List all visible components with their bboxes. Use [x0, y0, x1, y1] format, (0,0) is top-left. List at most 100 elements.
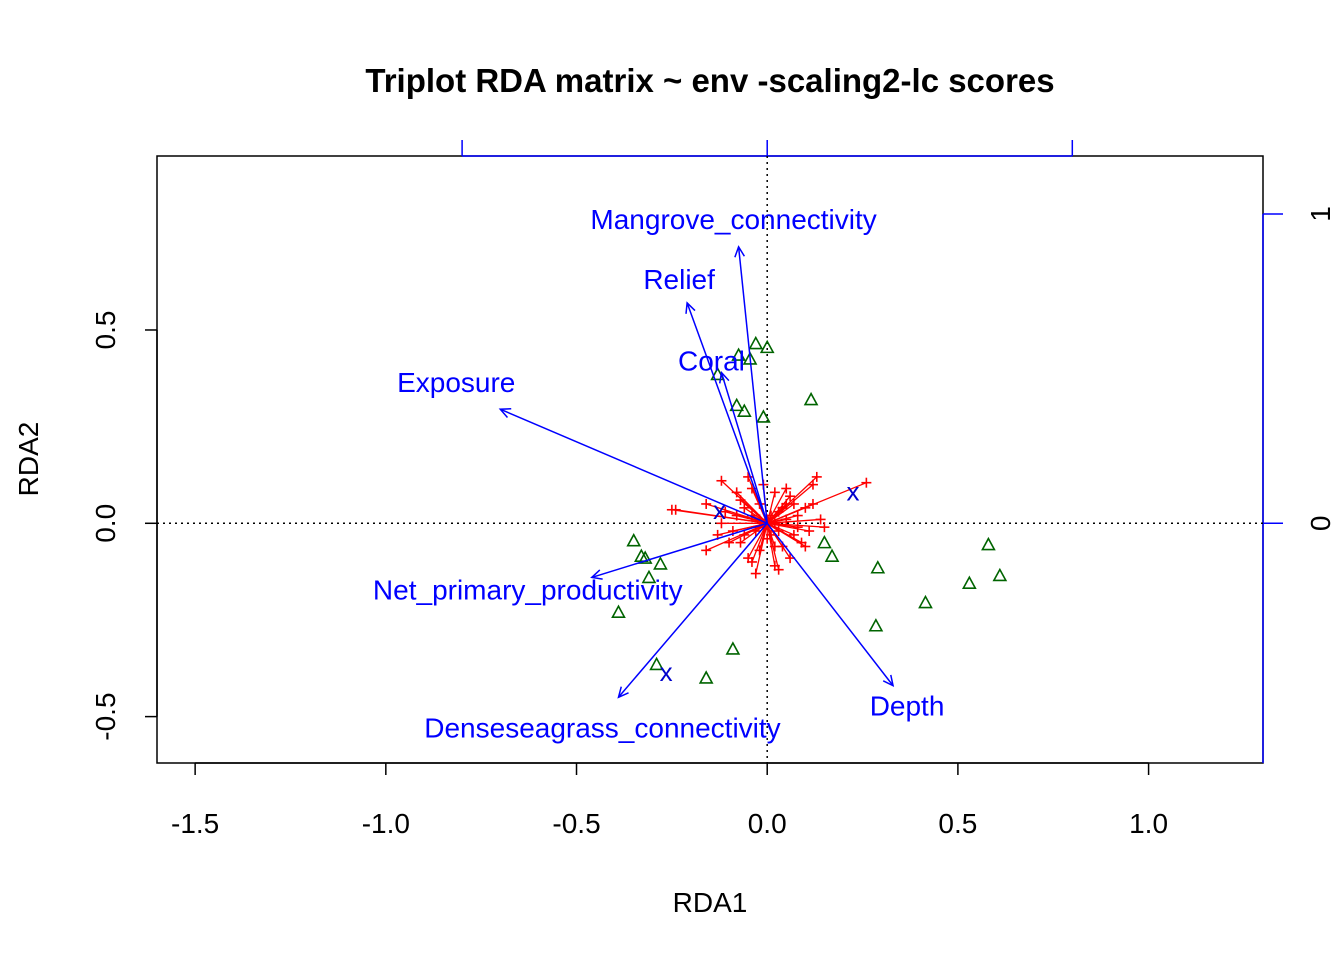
- site-point: [868, 618, 884, 632]
- species-point: [767, 522, 830, 533]
- site-point: [992, 567, 1008, 582]
- species-point: [724, 522, 768, 548]
- species-vector: [766, 488, 787, 524]
- x-tick-label: -1.5: [171, 808, 219, 839]
- centroid-marker: x: [660, 657, 673, 687]
- species-vector: [671, 509, 768, 524]
- species-point: [746, 523, 768, 567]
- env-arrow-exposure: Exposure: [397, 367, 768, 524]
- y-tick-label: 0.0: [90, 504, 121, 543]
- env-arrow-head: [498, 407, 512, 419]
- env-arrow-head: [685, 301, 696, 314]
- env-arrow-coral: Coral: [678, 346, 768, 524]
- factor-centroids: x x x: [660, 477, 860, 688]
- env-arrow-shaft: [499, 408, 768, 524]
- x-axis-label: RDA1: [673, 887, 748, 918]
- species-vector: [766, 492, 776, 524]
- x-tick-label: -0.5: [552, 808, 600, 839]
- species-vector: [728, 522, 768, 544]
- y-tick-label: 0.5: [90, 311, 121, 350]
- species-vector: [766, 522, 795, 536]
- species-vector: [766, 523, 776, 547]
- site-point: [961, 575, 977, 590]
- site-point: [698, 670, 714, 684]
- species-vector: [740, 499, 768, 524]
- site-point: [634, 548, 649, 562]
- right-tick-label: 1: [1305, 206, 1336, 222]
- species-point: [666, 504, 768, 524]
- right-tick-label: 0: [1305, 516, 1336, 532]
- env-arrow-head: [882, 674, 895, 688]
- axes: -1.5 -1.0 -0.5 0.0 0.5 1.0 -0.5 0.0 0.5 0 1: [90, 140, 1336, 839]
- env-arrow-label: Relief: [643, 264, 715, 295]
- species-point: [731, 510, 768, 524]
- species-point: [766, 498, 818, 524]
- env-arrow-label: Coral: [678, 346, 745, 377]
- species-point: [735, 495, 768, 524]
- reference-lines: [157, 156, 1263, 763]
- env-arrow-mangrove-connectivity: Mangrove_connectivity: [590, 204, 877, 524]
- site-point: [649, 656, 664, 671]
- site-point: [641, 569, 657, 584]
- species-point: [766, 523, 780, 552]
- env-arrow-shaft: [591, 522, 768, 579]
- env-arrow-label: Mangrove_connectivity: [590, 204, 876, 235]
- species-point: [766, 498, 799, 524]
- site-point: [626, 533, 642, 547]
- env-arrow-shaft: [766, 522, 894, 687]
- species-point: [766, 522, 811, 552]
- site-point: [981, 536, 996, 551]
- env-arrow-head: [617, 686, 629, 699]
- plot-frame: [156, 155, 1264, 764]
- env-arrow-label: Net_primary_productivity: [373, 574, 683, 605]
- env-arrow-shaft: [720, 372, 768, 524]
- species-vector: [767, 522, 825, 528]
- site-point: [653, 556, 668, 570]
- site-point: [637, 550, 653, 564]
- env-arrow-head: [734, 245, 746, 258]
- site-point: [870, 560, 886, 574]
- y-axis-label: RDA2: [13, 422, 44, 497]
- env-arrow-head: [590, 569, 603, 580]
- y-tick-label: -0.5: [90, 692, 121, 740]
- species-vector: [766, 522, 806, 548]
- site-point: [759, 339, 775, 354]
- site-point: [729, 397, 745, 412]
- species-vector: [751, 523, 768, 563]
- species-vector: [736, 514, 768, 524]
- site-point: [725, 641, 741, 655]
- site-point: [756, 409, 771, 423]
- species-vector: [766, 503, 814, 524]
- species-point: [716, 518, 768, 529]
- species-point: [766, 522, 799, 540]
- site-point: [824, 548, 840, 562]
- site-point: [748, 335, 764, 350]
- env-arrow-depth: Depth: [766, 522, 945, 722]
- env-arrow-head: [718, 370, 730, 384]
- x-tick-label: -1.0: [362, 808, 410, 839]
- env-arrow-shaft: [686, 302, 768, 524]
- environment-arrows: Mangrove_connectivity Relief Coral Exposure…: [373, 204, 944, 743]
- site-point: [803, 391, 819, 406]
- centroid-marker: x: [713, 495, 726, 525]
- x-tick-label: 0.5: [938, 808, 977, 839]
- env-arrow-denseseagrass-connectivity: Denseseagrass_connectivity: [424, 522, 781, 743]
- site-point: [817, 534, 832, 549]
- x-tick-label: 0.0: [748, 808, 787, 839]
- x-tick-label: 1.0: [1129, 808, 1168, 839]
- centroid-marker: x: [847, 477, 860, 507]
- species-point: [766, 487, 780, 524]
- site-point: [611, 604, 626, 619]
- env-arrow-relief: Relief: [643, 264, 768, 524]
- species-point: [762, 523, 773, 544]
- species-point: [766, 523, 780, 571]
- site-points: [611, 335, 1008, 684]
- site-point: [731, 347, 746, 361]
- env-arrow-shaft: [617, 522, 768, 698]
- species-vector: [766, 503, 795, 524]
- env-arrow-label: Denseseagrass_connectivity: [424, 712, 780, 743]
- env-arrow-label: Exposure: [397, 367, 515, 398]
- species-point: [766, 483, 792, 524]
- env-arrow-label: Depth: [870, 691, 945, 722]
- species-vector: [766, 523, 776, 566]
